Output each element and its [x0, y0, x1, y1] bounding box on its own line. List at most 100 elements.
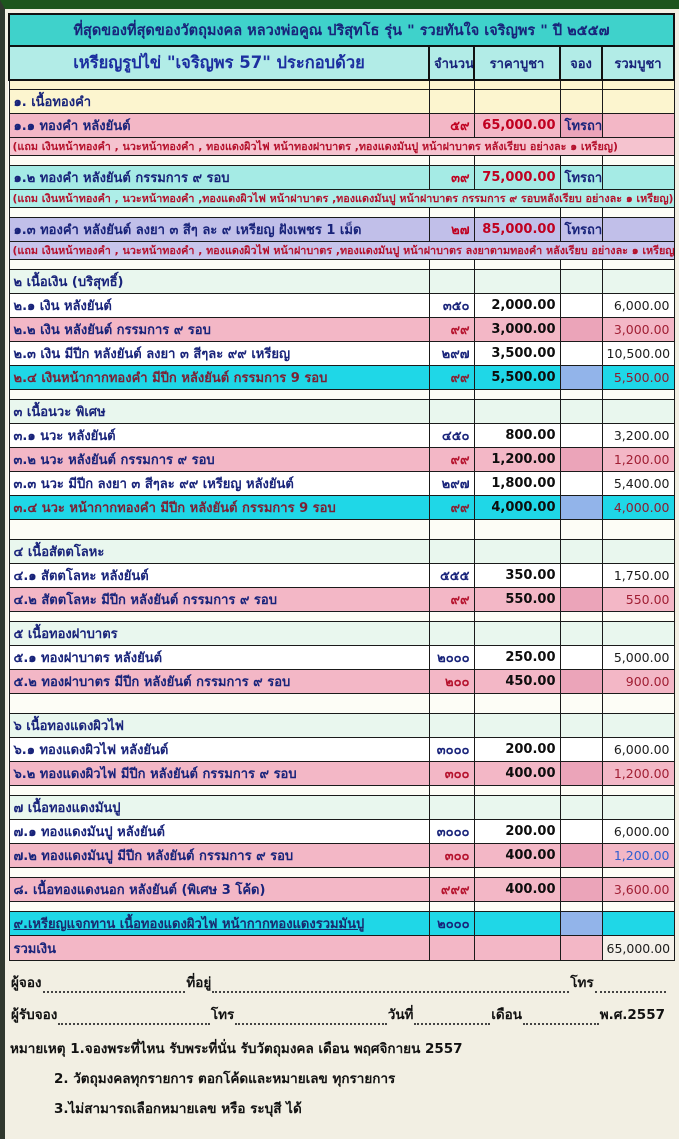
- total-cell: 1,200.00: [601, 761, 675, 786]
- item-cell: ๓.๑ นวะ หลังยันต์: [8, 423, 430, 448]
- price-cell: 800.00: [473, 423, 561, 448]
- total-cell: 550.00: [601, 587, 675, 612]
- reserve-cell: โทรถาม: [559, 217, 603, 242]
- reserve-cell: [559, 423, 603, 448]
- address-fill-line: [212, 977, 570, 993]
- table-row: ๖.๑ ทองแดงผิวไฟ หลังยันต์ ๓๐๐๐ 200.00 6,…: [8, 737, 675, 762]
- form-title: ที่สุดของที่สุดของวัตถุมงคล หลวงพ่อคูณ ป…: [8, 13, 675, 47]
- price-cell: 65,000.00: [473, 113, 561, 138]
- table-row: ๑.๑ ทองคำ หลังยันต์ ๕๙ 65,000.00 โทรถาม: [8, 113, 675, 138]
- reserve-cell: [559, 447, 603, 472]
- reserve-cell: [559, 587, 603, 612]
- section-row: ๕ เนื้อทองฝาบาตร: [8, 621, 675, 646]
- orderer-fill-line: [42, 977, 186, 993]
- table-row: ๒.๑ เงิน หลังยันต์ ๓๕๐ 2,000.00 6,000.00: [8, 293, 675, 318]
- table-row: ๗.๑ ทองแดงมันปู หลังยันต์ ๓๐๐๐ 200.00 6,…: [8, 819, 675, 844]
- phone-label: โทร: [570, 975, 594, 991]
- reserve-cell: [559, 365, 603, 390]
- total-cell: 6,000.00: [601, 819, 675, 844]
- total-cell: 4,000.00: [601, 495, 675, 520]
- item-cell: ๘. เนื้อทองแดงนอก หลังยันต์ (พิเศษ 3 โค้…: [8, 877, 430, 902]
- qty-cell: ๔๕๐: [428, 423, 475, 448]
- section-label: ๑. เนื้อทองคำ: [8, 89, 430, 114]
- spacer-row: [8, 785, 675, 796]
- col-header-price: ราคาบูชา: [473, 45, 561, 81]
- item-cell: ๖.๒ ทองแดงผิวไฟ มีปีก หลังยันต์ กรรมการ …: [8, 761, 430, 786]
- address-label: ที่อยู่: [186, 975, 212, 991]
- section-row: ๗ เนื้อทองแดงมันปู: [8, 795, 675, 820]
- price-cell: 2,000.00: [473, 293, 561, 318]
- item-cell: ๓.๒ นวะ หลังยันต์ กรรมการ ๙ รอบ: [8, 447, 430, 472]
- spacer-row: [8, 867, 675, 878]
- price-cell: 350.00: [473, 563, 561, 588]
- item-cell: ๒.๒ เงิน หลังยันต์ กรรมการ ๙ รอบ: [8, 317, 430, 342]
- table-row: ๗.๒ ทองแดงมันปู มีปีก หลังยันต์ กรรมการ …: [8, 843, 675, 868]
- phone-fill-line: [594, 977, 666, 993]
- reserve-cell: [559, 563, 603, 588]
- remarks: หมายเหตุ 1.จองพระที่ไหน รับพระที่นั่น รั…: [10, 1037, 666, 1119]
- qty-cell: ๓๐๐: [428, 843, 475, 868]
- date-label: วันที่: [387, 1007, 414, 1023]
- price-cell: [473, 911, 561, 936]
- reserve-cell: [559, 341, 603, 366]
- reserve-cell: [559, 843, 603, 868]
- reserve-cell: [559, 737, 603, 762]
- item-cell: ๙.เหรียญแจกทาน เนื้อทองแดงผิวไฟ หน้ากากท…: [8, 911, 430, 936]
- reserve-cell: [559, 495, 603, 520]
- spacer-row: [8, 259, 675, 270]
- total-cell: 10,500.00: [601, 341, 675, 366]
- reserve-cell: [559, 819, 603, 844]
- qty-cell: ๙๙๙: [428, 877, 475, 902]
- spacer-row: [8, 611, 675, 622]
- receiver-line: ผู้รับจอง โทร วันที่ เดือน พ.ศ.2557: [10, 1003, 666, 1025]
- total-cell: 3,000.00: [601, 317, 675, 342]
- reserve-cell: [559, 935, 603, 961]
- qty-cell: ๒๙๗: [428, 341, 475, 366]
- qty-cell: ๙๙: [428, 447, 475, 472]
- total-cell: 6,000.00: [601, 737, 675, 762]
- remark-1: หมายเหตุ 1.จองพระที่ไหน รับพระที่นั่น รั…: [10, 1041, 463, 1057]
- reserve-cell: [559, 645, 603, 670]
- item-cell: ๗.๑ ทองแดงมันปู หลังยันต์: [8, 819, 430, 844]
- spacer-row: [8, 207, 675, 218]
- column-header-row: เหรียญรูปไข่ "เจริญพร 57" ประกอบด้วย จำน…: [8, 45, 675, 81]
- reserve-cell: [559, 877, 603, 902]
- receiver-phone-fill-line: [235, 1009, 387, 1025]
- price-cell: 85,000.00: [473, 217, 561, 242]
- reserve-cell: [559, 471, 603, 496]
- spacer-row: [8, 389, 675, 400]
- total-cell: 5,500.00: [601, 365, 675, 390]
- price-cell: 200.00: [473, 819, 561, 844]
- price-cell: 550.00: [473, 587, 561, 612]
- item-cell: ๔.๒ สัตตโลหะ มีปีก หลังยันต์ กรรมการ ๙ ร…: [8, 587, 430, 612]
- section-label: ๒ เนื้อเงิน (บริสุทธิ์): [8, 269, 430, 294]
- price-cell: 4,000.00: [473, 495, 561, 520]
- item-cell: ๓.๓ นวะ มีปีก ลงยา ๓ สีๆละ ๙๙ เหรียญ หลั…: [8, 471, 430, 496]
- section-row: ๔ เนื้อสัตตโลหะ: [8, 539, 675, 564]
- month-fill-line: [522, 1009, 599, 1025]
- item-cell: ๓.๔ นวะ หน้ากากทองคำ มีปีก หลังยันต์ กรร…: [8, 495, 430, 520]
- table-row: ๓.๑ นวะ หลังยันต์ ๔๕๐ 800.00 3,200.00: [8, 423, 675, 448]
- receiver-phone-label: โทร: [210, 1007, 235, 1023]
- price-cell: 3,500.00: [473, 341, 561, 366]
- item-cell: ๒.๓ เงิน มีปีก หลังยันต์ ลงยา ๓ สีๆละ ๙๙…: [8, 341, 430, 366]
- table-row: ๔.๑ สัตตโลหะ หลังยันต์ ๕๕๕ 350.00 1,750.…: [8, 563, 675, 588]
- spacer-row: [8, 693, 675, 714]
- item-cell: ๒.๔ เงินหน้ากากทองคำ มีปีก หลังยันต์ กรร…: [8, 365, 430, 390]
- reserve-cell: [559, 317, 603, 342]
- table-row: ๒.๓ เงิน มีปีก หลังยันต์ ลงยา ๓ สีๆละ ๙๙…: [8, 341, 675, 366]
- qty-cell: ๒๐๐๐: [428, 911, 475, 936]
- total-cell: [601, 217, 675, 242]
- price-cell: 1,800.00: [473, 471, 561, 496]
- receiver-fill-line: [58, 1009, 210, 1025]
- table-row: ๘. เนื้อทองแดงนอก หลังยันต์ (พิเศษ 3 โค้…: [8, 877, 675, 902]
- item-cell: ๑.๒ ทองคำ หลังยันต์ กรรมการ ๙ รอบ: [8, 165, 430, 190]
- table-row: ๓.๔ นวะ หน้ากากทองคำ มีปีก หลังยันต์ กรร…: [8, 495, 675, 520]
- table-row: ๕.๒ ทองฝาบาตร มีปีก หลังยันต์ กรรมการ ๙ …: [8, 669, 675, 694]
- qty-cell: ๓๐๐๐: [428, 819, 475, 844]
- grand-total-label: รวมเงิน: [8, 935, 430, 961]
- item-cell: ๕.๒ ทองฝาบาตร มีปีก หลังยันต์ กรรมการ ๙ …: [8, 669, 430, 694]
- total-cell: [601, 113, 675, 138]
- qty-cell: ๒๐๐: [428, 669, 475, 694]
